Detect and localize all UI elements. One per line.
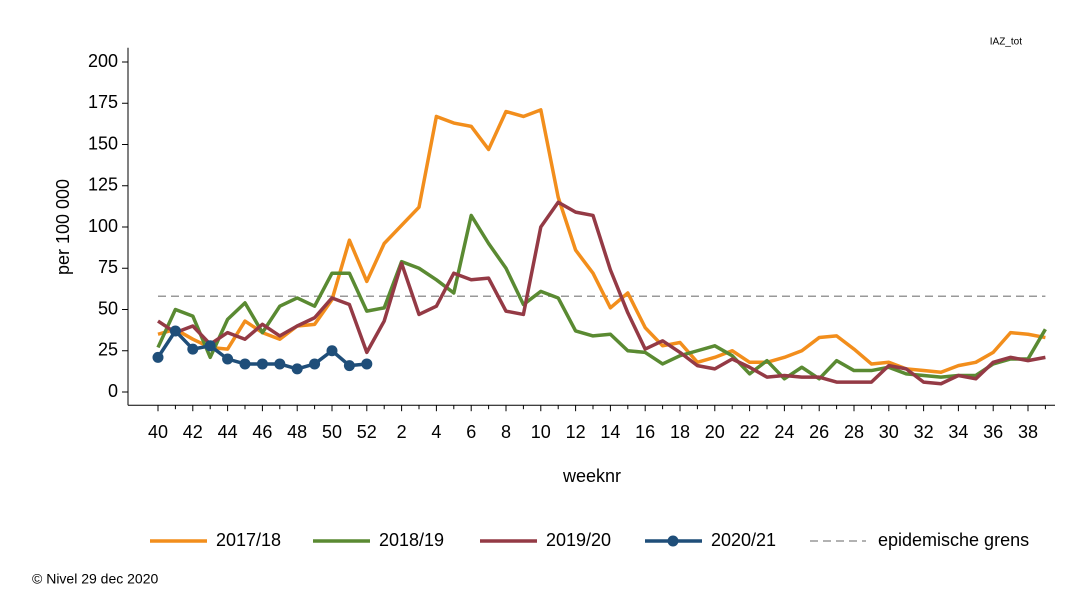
y-tick-label: 25: [98, 340, 118, 360]
x-tick-label: 14: [600, 422, 620, 442]
y-tick-label: 200: [88, 51, 118, 71]
x-tick-label: 6: [466, 422, 476, 442]
series-marker: [291, 363, 303, 375]
y-tick-label: 50: [98, 298, 118, 318]
series-marker: [343, 360, 355, 372]
series-marker: [169, 325, 181, 337]
x-tick-label: 20: [705, 422, 725, 442]
x-tick-label: 32: [914, 422, 934, 442]
x-tick-label: 50: [322, 422, 342, 442]
series-marker: [152, 351, 164, 363]
x-tick-label: 26: [809, 422, 829, 442]
series-marker: [361, 358, 373, 370]
footer: © Nivel 29 dec 2020: [32, 571, 158, 587]
series-marker: [222, 353, 234, 365]
x-tick-label: 4: [431, 422, 441, 442]
y-tick-label: 75: [98, 257, 118, 277]
x-tick-label: 10: [531, 422, 551, 442]
x-tick-label: 8: [501, 422, 511, 442]
x-tick-label: 24: [774, 422, 794, 442]
series-marker: [274, 358, 286, 370]
x-tick-label: 40: [148, 422, 168, 442]
x-tick-label: 36: [983, 422, 1003, 442]
series-marker: [309, 358, 321, 370]
y-tick-label: 125: [88, 175, 118, 195]
x-tick-label: 30: [879, 422, 899, 442]
x-tick-label: 42: [183, 422, 203, 442]
series-marker: [204, 340, 216, 352]
y-tick-label: 100: [88, 216, 118, 236]
y-tick-label: 175: [88, 92, 118, 112]
x-tick-label: 48: [287, 422, 307, 442]
y-axis-label: per 100 000: [53, 179, 73, 275]
chart-tag: IAZ_tot: [990, 37, 1022, 48]
legend-label: 2020/21: [711, 530, 776, 550]
y-tick-label: 0: [108, 381, 118, 401]
series-line: [157, 200, 1046, 386]
legend-label: 2017/18: [216, 530, 281, 550]
legend-label: 2018/19: [379, 530, 444, 550]
legend-marker: [667, 535, 679, 547]
x-tick-label: 2: [397, 422, 407, 442]
series-marker: [256, 358, 268, 370]
x-tick-label: 16: [635, 422, 655, 442]
x-tick-label: 44: [218, 422, 238, 442]
y-tick-label: 150: [88, 133, 118, 153]
x-tick-label: 28: [844, 422, 864, 442]
x-axis-label: weeknr: [562, 466, 621, 486]
x-tick-label: 52: [357, 422, 377, 442]
legend-label: epidemische grens: [878, 530, 1029, 550]
series-line: [156, 213, 1047, 381]
x-tick-label: 22: [740, 422, 760, 442]
x-tick-label: 34: [948, 422, 968, 442]
series-marker: [239, 358, 251, 370]
series-marker: [187, 343, 199, 355]
legend-label: 2019/20: [546, 530, 611, 550]
x-tick-label: 12: [566, 422, 586, 442]
x-tick-label: 46: [252, 422, 272, 442]
x-tick-label: 18: [670, 422, 690, 442]
x-tick-label: 38: [1018, 422, 1038, 442]
series-marker: [326, 345, 338, 357]
